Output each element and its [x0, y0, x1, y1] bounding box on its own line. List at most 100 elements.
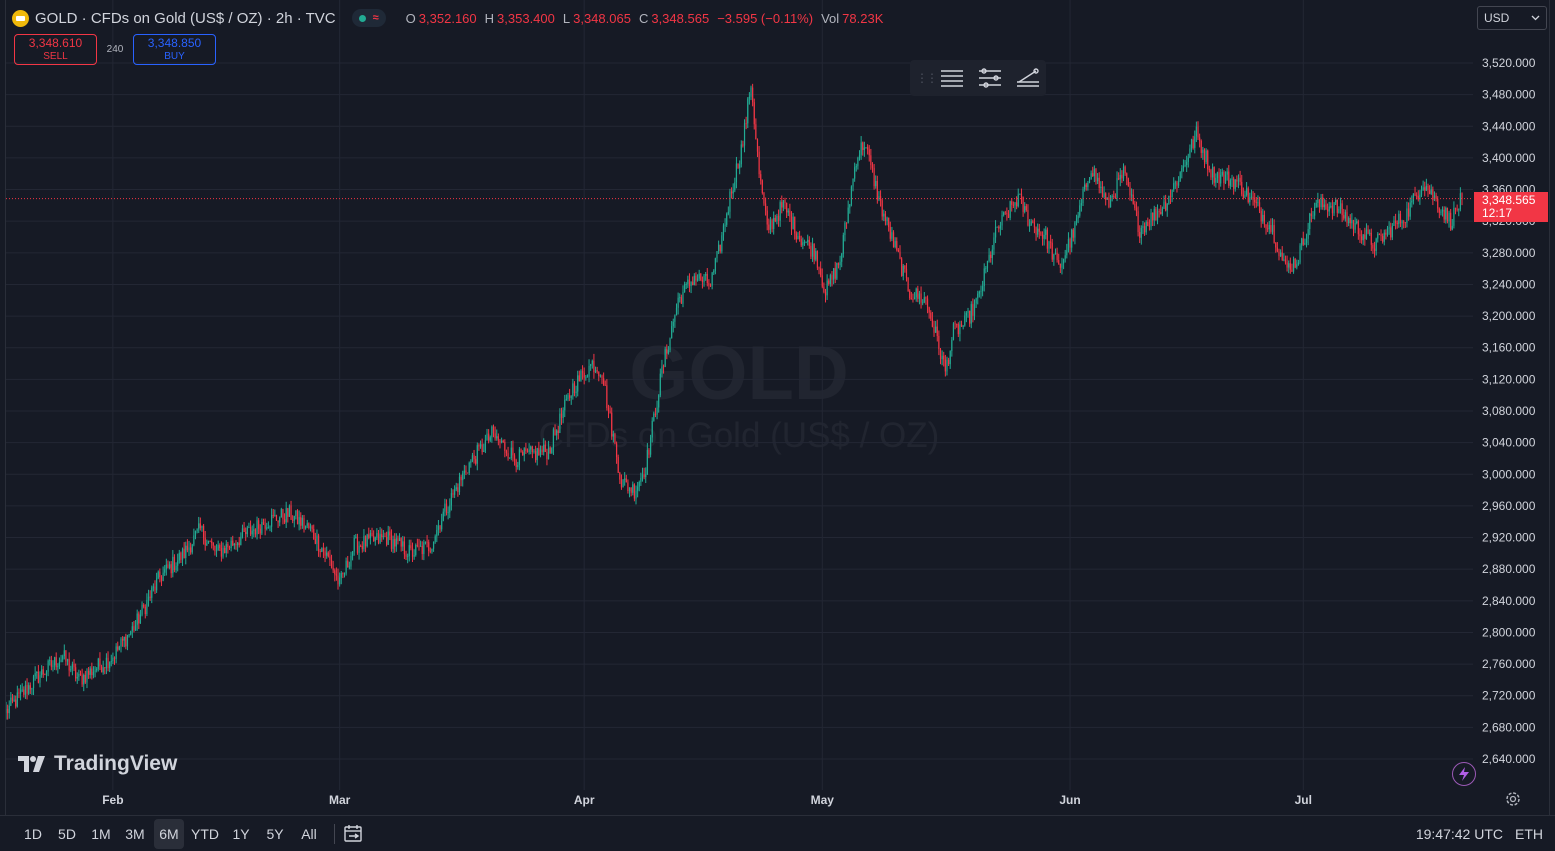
- candle: [7, 704, 9, 720]
- trade-panel: 3,348.610 SELL 240 3,348.850 BUY: [14, 34, 216, 65]
- buy-price: 3,348.850: [147, 35, 202, 50]
- candle: [104, 667, 106, 675]
- candle: [1226, 167, 1228, 181]
- candle: [219, 543, 221, 552]
- candle: [674, 314, 676, 328]
- candle: [117, 641, 119, 652]
- candle: [1156, 204, 1159, 225]
- candle: [883, 209, 885, 222]
- candle: [374, 536, 376, 546]
- candle: [633, 483, 635, 502]
- candle: [1286, 255, 1288, 272]
- candle: [62, 654, 64, 663]
- candle: [489, 435, 491, 443]
- candle: [400, 537, 402, 552]
- candle: [690, 281, 692, 294]
- range-button-6m[interactable]: 6M: [154, 818, 184, 849]
- market-status-pill[interactable]: ≈: [351, 9, 386, 27]
- candle: [724, 218, 726, 233]
- candle: [1242, 187, 1244, 200]
- candle: [899, 245, 901, 260]
- range-button-ytd[interactable]: YTD: [191, 825, 219, 842]
- candle: [1077, 211, 1079, 224]
- candle: [826, 274, 828, 300]
- candle: [188, 540, 190, 556]
- candle: [194, 530, 197, 540]
- candle: [1109, 195, 1112, 208]
- candle: [381, 528, 383, 542]
- candle: [1310, 207, 1312, 223]
- buy-button[interactable]: 3,348.850 BUY: [133, 34, 216, 65]
- drag-handle-icon[interactable]: ⋮⋮: [916, 71, 938, 85]
- candle: [444, 498, 446, 517]
- range-button-5d[interactable]: 5D: [58, 825, 76, 842]
- range-button-1m[interactable]: 1M: [91, 825, 111, 842]
- candle: [407, 553, 409, 564]
- candle: [1032, 219, 1034, 224]
- currency-dropdown[interactable]: USD: [1477, 6, 1547, 30]
- candle: [293, 515, 295, 528]
- candle: [1067, 232, 1070, 253]
- candle: [1281, 246, 1283, 262]
- candle: [836, 262, 838, 281]
- candle: [1174, 180, 1176, 189]
- candle: [946, 356, 948, 376]
- candle: [1186, 155, 1188, 172]
- candle: [870, 148, 872, 170]
- candle: [907, 277, 909, 292]
- horizontal-lines-tool[interactable]: [936, 64, 968, 92]
- candle: [343, 572, 346, 578]
- candle: [1011, 198, 1013, 212]
- candle: [1019, 193, 1021, 195]
- candle: [661, 359, 663, 378]
- candle: [45, 670, 48, 682]
- range-button-1d[interactable]: 1D: [24, 825, 42, 842]
- flash-button[interactable]: [1452, 762, 1476, 786]
- candle: [1208, 165, 1210, 173]
- drawing-toolbar[interactable]: ⋮⋮: [910, 60, 1046, 96]
- gear-icon[interactable]: [1504, 790, 1522, 808]
- candle: [758, 146, 760, 178]
- candle: [904, 265, 906, 273]
- candle: [549, 446, 551, 454]
- candle: [1085, 182, 1087, 191]
- price-tick-label: 3,440.000: [1482, 119, 1536, 133]
- symbol-title[interactable]: GOLD · CFDs on Gold (US$ / OZ) · 2h · TV…: [35, 9, 336, 27]
- candle: [1399, 210, 1402, 228]
- candle: [977, 290, 979, 305]
- candle: [29, 682, 31, 695]
- candle: [1045, 226, 1047, 240]
- candle: [658, 394, 660, 413]
- trend-angle-tool[interactable]: [1012, 64, 1044, 92]
- candle: [993, 232, 995, 256]
- sell-button[interactable]: 3,348.610 SELL: [14, 34, 97, 65]
- candle: [1433, 191, 1436, 202]
- candle: [1150, 208, 1152, 231]
- candle: [1059, 263, 1061, 274]
- candle: [60, 654, 62, 663]
- calendar-range-icon[interactable]: [343, 824, 365, 844]
- open-label: O: [405, 10, 416, 26]
- range-button-1y[interactable]: 1Y: [232, 825, 250, 842]
- range-button-all[interactable]: All: [301, 825, 317, 842]
- candle: [779, 200, 781, 227]
- utc-clock[interactable]: 19:47:42 UTC: [1415, 826, 1503, 842]
- range-button-5y[interactable]: 5Y: [266, 825, 284, 842]
- candle: [729, 188, 731, 219]
- parallel-channel-tool[interactable]: [974, 64, 1006, 92]
- candle: [84, 670, 86, 684]
- session-toggle[interactable]: ETH: [1515, 826, 1543, 842]
- candle: [695, 272, 697, 286]
- candle: [235, 540, 237, 550]
- candle: [1351, 213, 1353, 229]
- last-price-value: 3,348.565: [1482, 193, 1536, 207]
- candle: [190, 542, 192, 555]
- candle: [938, 330, 940, 356]
- candle: [820, 261, 822, 278]
- tradingview-logo[interactable]: TradingView: [18, 752, 177, 776]
- range-button-3m[interactable]: 3M: [125, 825, 145, 842]
- candle: [528, 443, 530, 455]
- candle: [360, 544, 362, 548]
